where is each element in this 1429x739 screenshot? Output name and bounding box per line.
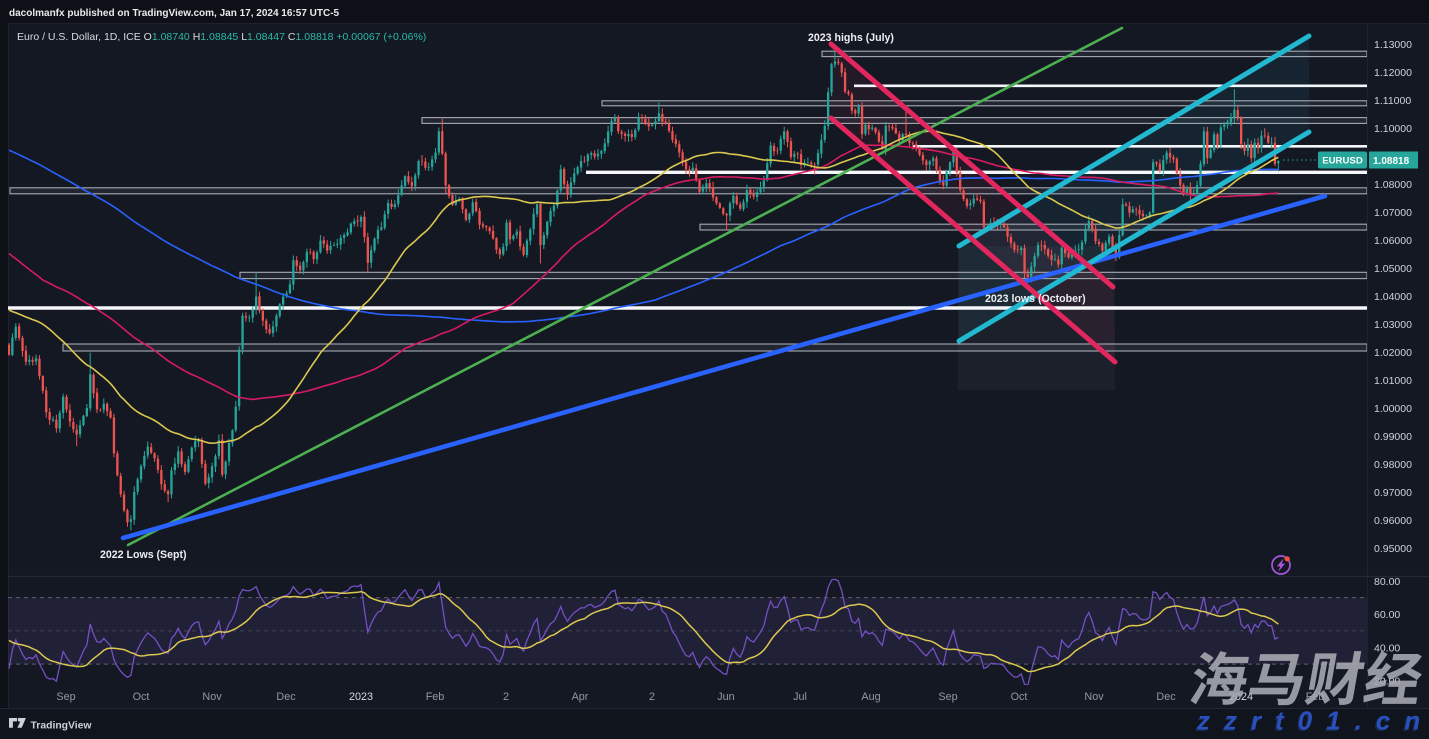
svg-text:2022 Lows (Sept): 2022 Lows (Sept) [100, 549, 187, 561]
svg-text:Jul: Jul [793, 691, 807, 703]
svg-text:Oct: Oct [1011, 691, 1028, 703]
svg-text:1.08000: 1.08000 [1374, 179, 1412, 191]
svg-text:Nov: Nov [202, 691, 222, 703]
svg-text:0.95000: 0.95000 [1374, 543, 1412, 555]
svg-text:0.96000: 0.96000 [1374, 515, 1412, 527]
svg-text:zzrt01.cn: zzrt01.cn [1196, 706, 1429, 736]
svg-text:2: 2 [649, 691, 655, 703]
svg-text:1.05000: 1.05000 [1374, 263, 1412, 275]
svg-text:EURUSD: EURUSD [1322, 156, 1363, 167]
svg-text:1.11000: 1.11000 [1374, 95, 1411, 107]
svg-text:80.00: 80.00 [1374, 576, 1400, 588]
svg-text:1.07000: 1.07000 [1374, 207, 1412, 219]
svg-text:Euro / U.S. Dollar, 1D, ICE O: Euro / U.S. Dollar, 1D, ICE O1.08740 H1.… [17, 31, 426, 43]
svg-text:2023: 2023 [349, 691, 373, 703]
svg-text:1.13000: 1.13000 [1374, 39, 1412, 51]
svg-text:2023 lows (October): 2023 lows (October) [985, 293, 1086, 305]
svg-text:1.01000: 1.01000 [1374, 375, 1412, 387]
svg-text:60.00: 60.00 [1374, 609, 1400, 621]
svg-text:1.00000: 1.00000 [1374, 403, 1412, 415]
svg-text:Dec: Dec [276, 691, 296, 703]
svg-text:Dec: Dec [1156, 691, 1176, 703]
svg-text:dacolmanfx published on Tradin: dacolmanfx published on TradingView.com,… [9, 8, 340, 19]
svg-text:1.02000: 1.02000 [1374, 347, 1412, 359]
svg-text:0.97000: 0.97000 [1374, 487, 1412, 499]
svg-text:Nov: Nov [1084, 691, 1104, 703]
svg-text:1.12000: 1.12000 [1374, 67, 1412, 79]
svg-text:1.04000: 1.04000 [1374, 291, 1412, 303]
svg-text:2023 highs (July): 2023 highs (July) [808, 32, 894, 44]
svg-text:1.08818: 1.08818 [1373, 156, 1410, 167]
svg-text:Sep: Sep [56, 691, 75, 703]
svg-text:0.98000: 0.98000 [1374, 459, 1412, 471]
svg-text:Apr: Apr [572, 691, 589, 703]
svg-text:40.00: 40.00 [1374, 642, 1400, 654]
svg-text:Sep: Sep [938, 691, 957, 703]
svg-text:Jun: Jun [717, 691, 734, 703]
svg-text:2: 2 [503, 691, 509, 703]
svg-text:1.03000: 1.03000 [1374, 319, 1412, 331]
svg-text:1.10000: 1.10000 [1374, 123, 1412, 135]
svg-text:1.06000: 1.06000 [1374, 235, 1412, 247]
svg-text:zzrt01.cn: zzrt01.cn [1195, 707, 1429, 737]
svg-text:Oct: Oct [133, 691, 150, 703]
svg-text:Aug: Aug [861, 691, 880, 703]
svg-text:Feb: Feb [426, 691, 445, 703]
svg-text:TradingView: TradingView [31, 721, 93, 732]
svg-text:0.99000: 0.99000 [1374, 431, 1412, 443]
